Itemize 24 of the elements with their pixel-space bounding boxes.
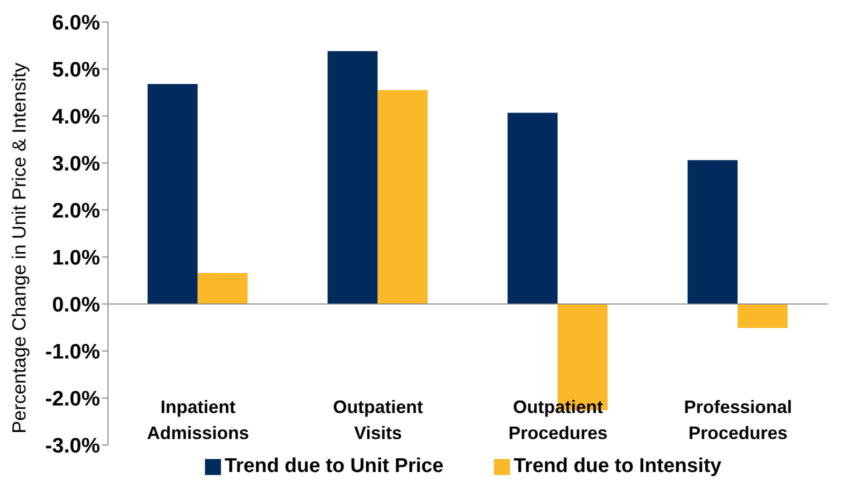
bar xyxy=(328,51,378,304)
y-tick-label: -1.0% xyxy=(45,340,100,364)
y-tick-label: 4.0% xyxy=(52,105,100,128)
y-tick-label: -3.0% xyxy=(45,434,100,458)
x-tick-label: Outpatient Visits xyxy=(333,397,423,443)
y-tick-label: 2.0% xyxy=(52,199,100,222)
x-tick-label: Outpatient Procedures xyxy=(508,397,608,443)
bar xyxy=(148,84,198,304)
legend-label: Trend due to Intensity xyxy=(514,455,722,477)
legend-label: Trend due to Unit Price xyxy=(224,455,444,477)
y-axis-title: Percentage Change in Unit Price & Intensity xyxy=(10,62,31,434)
bar xyxy=(738,304,788,328)
bar xyxy=(688,160,738,304)
y-tick-label: 0.0% xyxy=(52,293,100,316)
y-tick-label: 3.0% xyxy=(52,152,100,176)
bar xyxy=(508,112,558,304)
y-tick-label: 1.0% xyxy=(52,246,100,270)
bar xyxy=(378,90,428,304)
y-tick-label: -2.0% xyxy=(45,387,100,410)
y-tick-label: 6.0% xyxy=(52,11,100,34)
x-tick-label: Inpatient Admissions xyxy=(146,397,250,443)
y-tick-label: 5.0% xyxy=(52,58,100,82)
bar xyxy=(198,272,248,304)
x-tick-label: Professional Procedures xyxy=(684,397,792,443)
